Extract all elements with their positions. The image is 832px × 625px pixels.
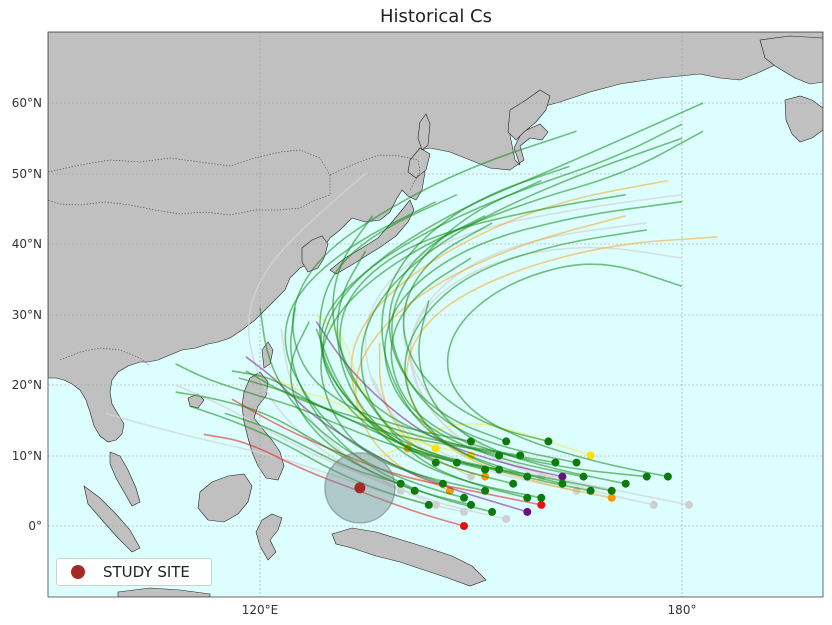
cyclone-track-green: [336, 250, 437, 464]
track-genesis-point: [523, 493, 532, 502]
cyclone-track-green: [381, 165, 591, 492]
study-site-marker-icon: [71, 565, 85, 579]
cyclone-track-yellow: [273, 377, 472, 457]
border-china-indochina: [59, 347, 151, 367]
track-genesis-point: [685, 500, 693, 509]
lat-tick: 40°N: [12, 237, 42, 251]
track-genesis-point: [460, 522, 468, 530]
track-genesis-point: [481, 465, 490, 474]
track-genesis-point: [649, 500, 658, 509]
track-genesis-point: [431, 444, 440, 453]
track-genesis-point: [572, 458, 581, 467]
gridlines: [48, 32, 823, 597]
landmass-japan: [329, 147, 431, 275]
lat-tick: 10°N: [12, 449, 42, 463]
cyclone-track-green: [418, 300, 626, 485]
cyclone-track-green: [390, 257, 647, 478]
cyclone-track-green: [332, 215, 528, 499]
lat-tick: 60°N: [12, 96, 42, 110]
track-genesis-point: [509, 479, 518, 488]
landmass-korea: [301, 235, 329, 273]
lat-axis: 0° 10°N 20°N 30°N 40°N 50°N 60°N: [12, 96, 42, 533]
track-genesis-point: [558, 479, 567, 488]
cyclone-track-green: [238, 377, 486, 471]
track-genesis-point: [621, 479, 630, 488]
lat-tick: 50°N: [12, 167, 42, 181]
track-genesis-point: [481, 486, 490, 495]
track-genesis-point: [544, 437, 553, 446]
cyclone-track-green: [175, 363, 458, 464]
cyclone-track-green: [391, 179, 577, 464]
border-mongolia: [48, 149, 331, 216]
lon-tick: 120°E: [242, 603, 279, 617]
landmass-sakhalin: [417, 113, 431, 151]
cyclone-track-green: [360, 137, 683, 478]
track-genesis-point: [607, 486, 616, 495]
cyclone-track-green: [446, 263, 683, 478]
lat-tick: 30°N: [12, 308, 42, 322]
cyclone-track-green: [292, 130, 577, 443]
cyclone-track-green: [384, 200, 683, 478]
cyclone-track-green: [319, 193, 514, 485]
landmass-sumatra: [83, 485, 141, 553]
track-genesis-point: [642, 472, 651, 481]
track-genesis-point: [460, 493, 468, 502]
cyclone-track-green: [289, 307, 493, 513]
study-site-layer: [324, 452, 396, 524]
border-russia-china: [329, 154, 421, 191]
track-genesis-point: [502, 515, 511, 523]
borders: [48, 149, 421, 367]
landmass-philippines: [241, 371, 285, 481]
land-layer: [48, 32, 823, 597]
cyclone-track-grey: [175, 384, 507, 520]
track-genesis-point: [488, 507, 497, 516]
cyclone-track-orange: [350, 179, 669, 450]
map-title: Historical Cs: [380, 6, 492, 27]
cyclone-track-green: [259, 307, 465, 499]
map-frame: [47, 31, 824, 598]
cyclone-track-green: [404, 229, 647, 485]
study-site-marker[interactable]: [354, 482, 366, 494]
landmass-malaya: [109, 451, 141, 507]
track-genesis-point: [586, 486, 595, 495]
track-genesis-point: [523, 507, 532, 516]
lon-axis: 120°E 180°: [242, 603, 697, 617]
track-genesis-point: [438, 479, 447, 488]
landmass-kamchatka: [507, 89, 551, 141]
cyclone-track-grey: [364, 193, 683, 492]
track-genesis-point: [495, 451, 504, 460]
track-genesis-point: [586, 451, 595, 460]
landmass-new-guinea: [331, 527, 487, 587]
track-genesis-point: [537, 500, 546, 509]
legend-label: STUDY SITE: [103, 563, 190, 581]
track-genesis-point: [537, 493, 546, 502]
cyclone-tracks: [105, 102, 718, 530]
landmass-sulawesi: [255, 513, 283, 561]
cyclone-track-purple: [315, 321, 563, 478]
cyclone-track-red: [231, 398, 542, 506]
cyclone-track-green: [388, 215, 507, 443]
lat-tick: 0°: [28, 519, 42, 533]
track-genesis-point: [558, 472, 567, 481]
track-genesis-point: [502, 437, 511, 446]
track-genesis-point: [663, 472, 672, 481]
lat-tick: 20°N: [12, 378, 42, 392]
track-genesis-point: [424, 500, 433, 509]
landmass-borneo: [197, 473, 253, 523]
cyclone-track-green: [315, 328, 542, 499]
cyclone-track-green: [189, 405, 430, 506]
cyclone-track-green: [339, 193, 626, 457]
cyclone-track-green: [175, 391, 472, 506]
track-genesis-point: [607, 493, 616, 502]
legend: STUDY SITE: [56, 558, 212, 586]
track-genesis-point: [467, 472, 475, 481]
landmass-alaska: [759, 35, 823, 143]
lon-tick: 180°: [668, 603, 697, 617]
cyclone-track-green: [402, 222, 549, 443]
landmass-java: [117, 587, 211, 597]
track-genesis-point: [431, 500, 440, 509]
track-genesis-point: [467, 500, 475, 509]
